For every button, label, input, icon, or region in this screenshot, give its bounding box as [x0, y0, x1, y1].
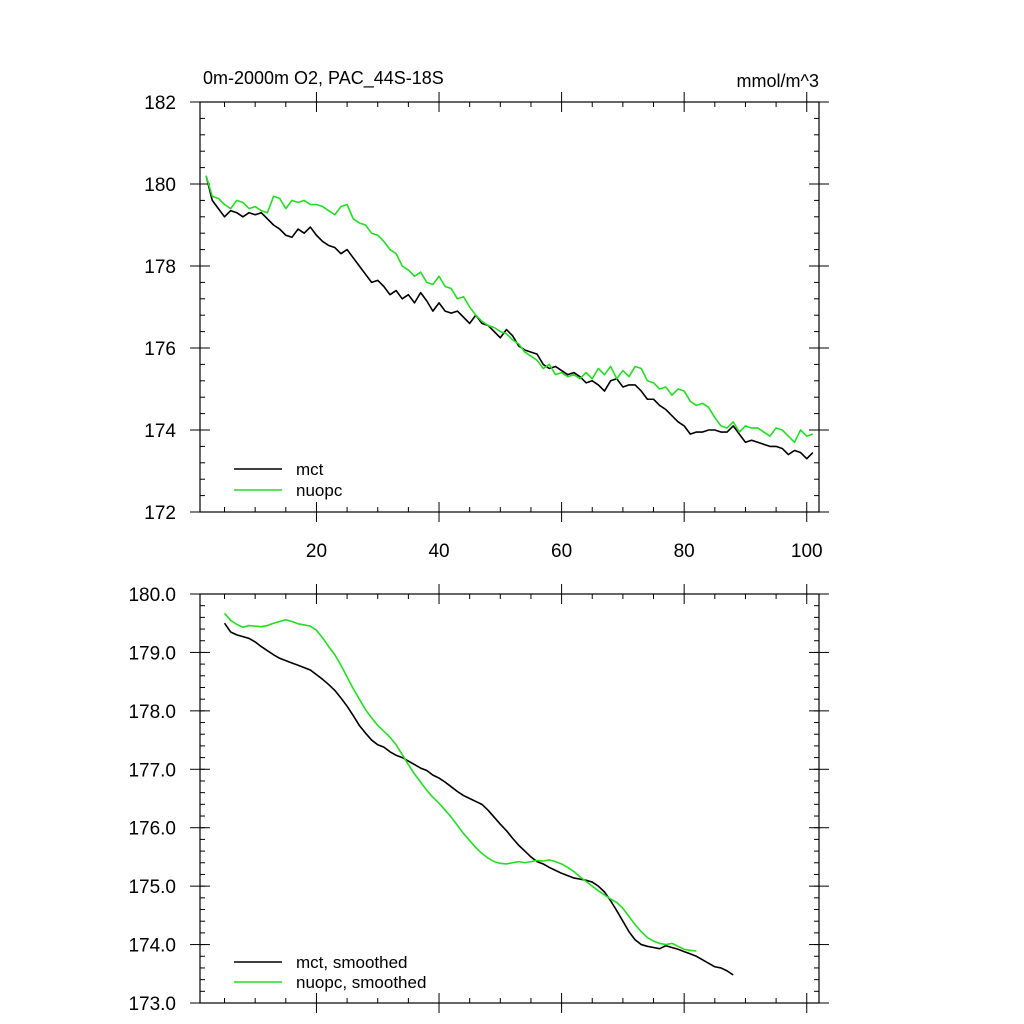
bottom-chart-panel: 173.0 174.0 175.0 176.0 177.0 178.0 179.0 180.0…: [128, 584, 829, 1015]
bottom-y-tick-label: 177.0: [128, 760, 176, 781]
top-chart-title: 0m-2000m O2, PAC_44S-18S: [203, 68, 444, 89]
top-legend-label: mct: [296, 460, 324, 479]
bottom-y-tick-label: 175.0: [128, 877, 176, 898]
bottom-series-line-mct-smoothed: [223, 622, 734, 976]
top-y-tick-label: 176: [144, 339, 176, 360]
bottom-series-line-nuopc-smoothed: [223, 612, 697, 952]
top-series-line-mct: [205, 175, 814, 460]
top-x-tick-label: 80: [674, 541, 695, 562]
bottom-legend-label: nuopc, smoothed: [296, 973, 426, 992]
top-x-tick-label: 100: [791, 541, 823, 562]
top-chart-panel: 0m-2000m O2, PAC_44S-18S mmol/m^3 20 40 60…: [144, 68, 829, 562]
bottom-y-tick-label: 179.0: [128, 643, 176, 664]
top-x-tick-label: 60: [551, 541, 572, 562]
top-legend: mct nuopc: [234, 460, 343, 500]
top-axis-ticks: 20 40 60 80 100 172 174 176 178 180 182: [144, 92, 829, 562]
top-y-tick-label: 172: [144, 503, 176, 524]
bottom-series-group: [223, 612, 734, 976]
top-series-line-nuopc: [205, 175, 814, 444]
top-legend-label: nuopc: [296, 481, 343, 500]
bottom-legend-label: mct, smoothed: [296, 953, 408, 972]
bottom-y-tick-label: 176.0: [128, 819, 176, 840]
bottom-y-tick-label: 178.0: [128, 702, 176, 723]
top-y-tick-label: 180: [144, 175, 176, 196]
bottom-y-tick-label: 173.0: [128, 994, 176, 1015]
top-plot-frame: [199, 101, 820, 513]
top-series-group: [205, 175, 814, 460]
top-y-tick-label: 182: [144, 93, 176, 114]
bottom-axis-ticks: 173.0 174.0 175.0 176.0 177.0 178.0 179.0 180.0: [128, 584, 829, 1015]
top-x-tick-label: 20: [306, 541, 327, 562]
top-y-tick-label: 174: [144, 421, 176, 442]
bottom-plot-frame: [199, 593, 820, 1004]
bottom-y-tick-label: 174.0: [128, 936, 176, 957]
top-y-tick-label: 178: [144, 257, 176, 278]
top-chart-units: mmol/m^3: [737, 71, 819, 91]
bottom-y-tick-label: 180.0: [128, 585, 176, 606]
top-x-tick-label: 40: [428, 541, 449, 562]
